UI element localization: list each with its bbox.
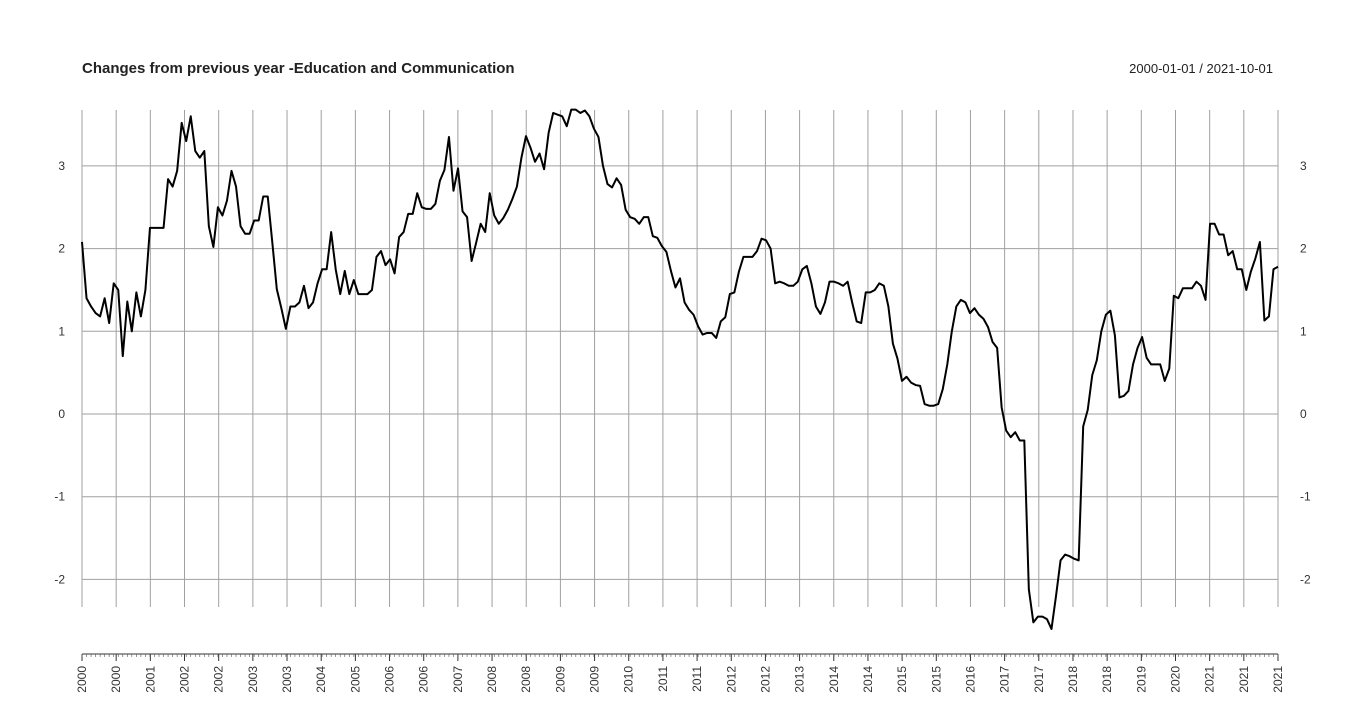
x-tick-label: 2002 (212, 666, 226, 693)
x-tick-label: 2013 (793, 666, 807, 693)
y-tick-label-left: 3 (58, 159, 65, 173)
x-tick-label: 2016 (963, 666, 977, 693)
axes: -2 -2 -1 -1 0 0 1 1 2 2 3 3 2000 2000 2001 2002 2002 2003… (54, 159, 1311, 693)
y-tick-label-left: -1 (54, 490, 65, 504)
date-range-label: 2000-01-01 / 2021-10-01 (1129, 61, 1273, 76)
grid (81, 110, 1279, 607)
x-tick-label: 2012 (724, 666, 738, 693)
x-tick-label: 2009 (553, 666, 567, 693)
x-tick-label: 2006 (417, 666, 431, 693)
x-tick-label: 2005 (348, 666, 362, 693)
x-tick-label: 2002 (178, 666, 192, 693)
x-tick-label: 2021 (1271, 666, 1285, 693)
x-tick-label: 2006 (383, 666, 397, 693)
y-tick-label-right: 0 (1300, 407, 1307, 421)
x-tick-label: 2003 (246, 666, 260, 693)
y-tick-label-right: -1 (1300, 490, 1311, 504)
x-tick-label: 2014 (827, 666, 841, 693)
x-tick-label: 2018 (1100, 666, 1114, 693)
x-tick-label: 2001 (143, 666, 157, 693)
y-tick-label-right: 2 (1300, 242, 1307, 256)
x-tick-label: 2017 (1032, 666, 1046, 693)
x-tick-label: 2009 (588, 666, 602, 693)
x-tick-label: 2021 (1237, 666, 1251, 693)
y-tick-label-right: 1 (1300, 324, 1307, 338)
series-line (81, 108, 1279, 631)
x-tick-label: 2018 (1066, 666, 1080, 693)
x-tick-label: 2000 (109, 666, 123, 693)
y-tick-label-right: -2 (1300, 572, 1311, 586)
x-tick-label: 2004 (314, 666, 328, 693)
y-tick-label-left: 2 (58, 242, 65, 256)
x-tick-label: 2015 (895, 666, 909, 693)
x-tick-label: 2011 (656, 666, 670, 692)
y-tick-label-right: 3 (1300, 159, 1307, 173)
x-tick-label: 2021 (1203, 666, 1217, 693)
y-tick-label-left: -2 (54, 572, 65, 586)
x-tick-label: 2019 (1134, 666, 1148, 693)
x-tick-label: 2003 (280, 666, 294, 693)
x-tick-label: 2012 (758, 666, 772, 693)
x-tick-label: 2007 (451, 666, 465, 693)
x-tick-label: 2008 (485, 666, 499, 693)
y-tick-label-left: 0 (58, 407, 65, 421)
x-tick-label: 2015 (929, 666, 943, 693)
x-tick-label: 2011 (690, 666, 704, 692)
x-tick-label: 2000 (75, 666, 89, 693)
chart-title: Changes from previous year -Education an… (82, 60, 515, 77)
x-tick-label: 2008 (519, 666, 533, 693)
x-tick-label: 2017 (998, 666, 1012, 693)
x-tick-label: 2020 (1168, 666, 1182, 693)
y-tick-label-left: 1 (58, 324, 65, 338)
x-tick-label: 2010 (622, 666, 636, 693)
x-tick-label: 2014 (861, 666, 875, 693)
